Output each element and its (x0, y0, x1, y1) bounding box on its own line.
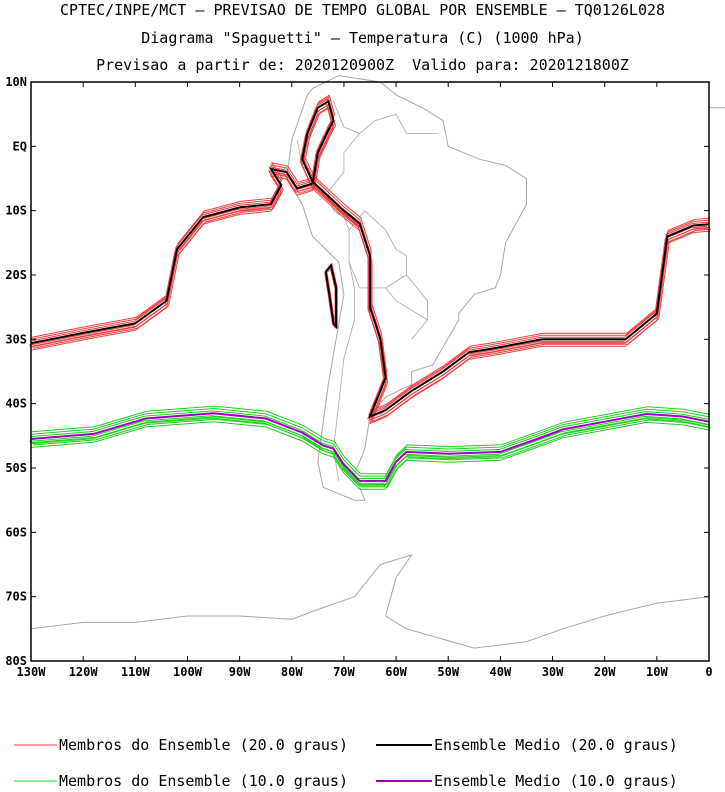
member-10-line-7 (29, 417, 709, 487)
map-frame (30, 81, 710, 662)
lat-label: 70S (5, 590, 27, 604)
lat-label: 20S (5, 268, 27, 282)
member-20-line-5 (31, 94, 711, 412)
map-title-line3: Previsao a partir de: 2020120900Z Valido… (96, 56, 629, 74)
member-10-line-4 (28, 415, 708, 484)
coast-south-america (286, 75, 527, 501)
lon-label: 20W (594, 665, 616, 679)
lon-label: 40W (490, 665, 512, 679)
member-10-line-3 (32, 418, 712, 488)
lat-label: 30S (5, 332, 27, 346)
lon-label: 60W (385, 665, 407, 679)
legend-label-members-10: Membros do Ensemble (10.0 graus) (59, 772, 348, 790)
lon-label: 0 (705, 665, 712, 679)
country-border-6 (333, 101, 360, 134)
map-title-line1: CPTEC/INPE/MCT – PREVISAO DE TEMPO GLOBA… (59, 1, 666, 19)
lat-label: 10S (5, 204, 27, 218)
member-10-line-6 (30, 421, 710, 490)
country-border-7 (385, 287, 428, 321)
map-title-line2: Diagrama "Spaguetti" – Temperatura (C) (… (141, 29, 584, 47)
lon-label: 70W (333, 665, 355, 679)
lat-label: 60S (5, 525, 27, 539)
lon-label: 90W (229, 665, 251, 679)
coastline-layer (30, 75, 725, 649)
country-border-1 (348, 210, 428, 340)
member-10-line-2 (29, 410, 709, 479)
lat-label: 40S (5, 397, 27, 411)
lat-label: 80S (5, 654, 27, 668)
country-border-2 (348, 230, 407, 289)
lon-label: 30W (542, 665, 564, 679)
lat-label: EQ (13, 139, 27, 153)
member-20-line-7 (29, 104, 709, 422)
lon-label: 130W (17, 665, 47, 679)
mean-20-cell (324, 263, 338, 330)
legend-label-mean-20: Ensemble Medio (20.0 graus) (434, 736, 678, 754)
lon-label: 50W (437, 665, 459, 679)
member-10-line-5 (31, 405, 711, 475)
mean-20-line (30, 99, 710, 419)
lon-label: 120W (69, 665, 99, 679)
lon-label: 100W (173, 665, 203, 679)
country-border-4 (359, 113, 438, 134)
lat-label: 50S (5, 461, 27, 475)
legend: Membros do Ensemble (20.0 graus) Ensembl… (14, 736, 678, 790)
lon-label: 110W (121, 665, 151, 679)
member-20-line-3 (32, 105, 712, 423)
ensemble-means-layer (30, 99, 710, 482)
lat-label: 10N (5, 75, 27, 89)
member-10-line-1 (31, 416, 711, 485)
member-20-line-4 (28, 102, 708, 420)
legend-label-mean-10: Ensemble Medio (10.0 graus) (434, 772, 678, 790)
mean-10-line (30, 412, 710, 482)
lon-label: 10W (646, 665, 668, 679)
lon-label: 80W (281, 665, 303, 679)
legend-label-members-20: Membros do Ensemble (20.0 graus) (59, 736, 348, 754)
coast-antarctica (30, 553, 710, 649)
coast-africa (709, 107, 725, 109)
